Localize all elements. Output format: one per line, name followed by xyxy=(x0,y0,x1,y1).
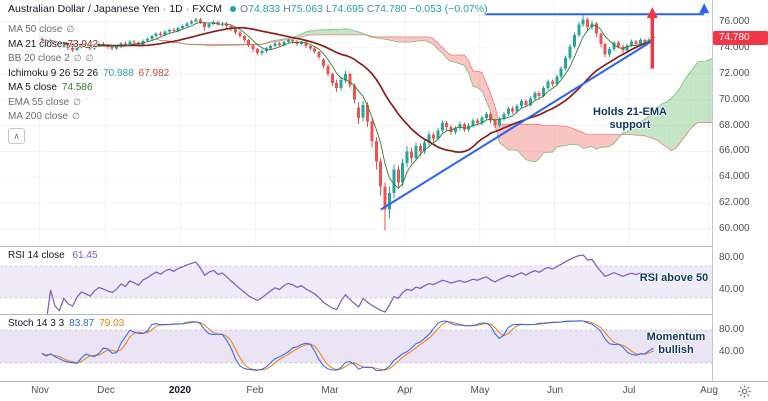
indicator-value: 67.982 xyxy=(138,67,170,79)
ohlc-field-value: 74.695 xyxy=(331,3,364,15)
price-tick-label: 62.000 xyxy=(719,197,750,208)
time-tick-label: 2020 xyxy=(168,385,192,396)
eye-off-icon[interactable]: ∅ xyxy=(72,111,80,121)
time-tick-label: Jun xyxy=(546,385,564,396)
indicator-row[interactable]: MA 50 close ∅ xyxy=(8,24,169,39)
stoch-tick-label: 80.00 xyxy=(719,324,745,335)
rsi-legend[interactable]: RSI 14 close 61.45 xyxy=(8,250,98,261)
indicator-label: MA 200 close xyxy=(8,111,69,122)
price-tick-label: 70.000 xyxy=(719,94,750,105)
change-value: −0.053 (−0.07%) xyxy=(409,3,488,15)
symbol-title[interactable]: Australian Dollar / Japanese Yen xyxy=(8,3,160,15)
eye-off-icon[interactable]: ∅ xyxy=(73,96,81,107)
indicator-label: MA 50 close xyxy=(8,24,63,35)
exchange-label[interactable]: FXCM xyxy=(192,3,222,15)
ohlc-field-value: 75.063 xyxy=(290,3,323,15)
price-tick-label: 66.000 xyxy=(719,145,750,156)
indicator-row[interactable]: MA 200 close ∅ xyxy=(8,111,169,126)
price-tick-label: 60.000 xyxy=(719,223,750,234)
stoch-tick-label: 40.00 xyxy=(719,346,745,357)
chart-legend-header: Australian Dollar / Japanese Yen · 1D · FXCM… xyxy=(8,3,488,15)
rsi-tick-label: 80.00 xyxy=(719,252,745,263)
stoch-value: 83.87 xyxy=(69,318,95,329)
annotation-holds-21ema-support[interactable]: Holds 21-EMA support xyxy=(593,106,667,131)
pane-separator[interactable] xyxy=(0,314,768,315)
price-tick-label: 72.000 xyxy=(719,68,750,79)
last-price-label: 74.780 xyxy=(713,31,768,45)
rsi-pane[interactable] xyxy=(0,247,713,315)
price-tick-label: 68.000 xyxy=(719,120,750,131)
ohlc-field-value: 74.833 xyxy=(248,3,281,15)
main-price-pane[interactable] xyxy=(0,0,713,247)
eye-off-icon[interactable]: ∅ xyxy=(85,53,94,63)
indicator-row[interactable]: BB 20 close 2 ∅ ∅ xyxy=(8,53,169,68)
stoch-legend[interactable]: Stoch 14 3 3 83.87 79.03 xyxy=(8,318,125,329)
timeframe-label[interactable]: 1D xyxy=(169,3,183,15)
collapse-legend-button[interactable]: ∧ xyxy=(8,128,25,144)
eye-off-icon[interactable]: ∅ xyxy=(73,53,82,63)
time-axis-separator xyxy=(0,381,768,382)
indicator-value: 74.586 xyxy=(61,82,93,93)
indicator-row[interactable]: MA 21 close 73.942 xyxy=(8,39,169,54)
indicator-value: 70.988 xyxy=(103,67,134,79)
pane-separator[interactable] xyxy=(0,246,768,247)
indicator-value: 73.942 xyxy=(67,38,99,50)
series-dot-icon xyxy=(229,6,236,12)
price-tick-label: 64.000 xyxy=(719,171,750,182)
indicator-row[interactable]: Ichimoku 9 26 52 26 70.988 67.982 xyxy=(8,68,169,83)
time-tick-label: Feb xyxy=(246,385,264,396)
time-tick-label: Jul xyxy=(622,385,636,396)
indicator-row[interactable]: MA 5 close 74.586 xyxy=(8,82,169,97)
time-tick-label: Nov xyxy=(31,385,49,396)
indicator-label: MA 21 close xyxy=(8,38,63,50)
annotation-momentum-bullish[interactable]: Momentum bullish xyxy=(646,331,706,356)
time-tick-label: May xyxy=(470,385,490,396)
price-tick-label: 74.000 xyxy=(719,42,750,53)
ohlc-field-label: H xyxy=(283,3,291,15)
annotation-rsi-above-50[interactable]: RSI above 50 xyxy=(639,272,709,284)
ohlc-field-label: C xyxy=(366,3,375,15)
time-axis[interactable]: Nov Dec 2020 Feb Mar Apr May Jun Jul Aug xyxy=(0,382,768,401)
rsi-value: 61.45 xyxy=(72,250,98,261)
rsi-tick-label: 40.00 xyxy=(719,284,745,295)
price-axis[interactable]: 74.780 76.000 74.000 72.000 70.000 68.000 66.… xyxy=(713,0,768,381)
eye-off-icon[interactable]: ∅ xyxy=(66,24,75,34)
time-tick-label: Dec xyxy=(97,385,115,396)
chart-settings-button[interactable] xyxy=(737,384,753,400)
ohlc-values: O74.833 H75.063 L74.695 C74.780 −0.053 (… xyxy=(240,3,488,15)
indicator-label: Ichimoku 9 26 52 26 xyxy=(8,67,99,79)
chevron-up-icon: ∧ xyxy=(13,131,20,141)
gear-icon xyxy=(738,385,751,398)
stoch-value: 79.03 xyxy=(99,318,125,329)
indicator-label: EMA 55 close xyxy=(8,96,70,108)
ohlc-field-label: O xyxy=(239,3,249,15)
price-tick-label: 76.000 xyxy=(719,16,750,27)
ohlc-field-value: 74.780 xyxy=(374,3,407,15)
indicator-label: MA 5 close xyxy=(8,82,57,93)
indicator-row[interactable]: EMA 55 close ∅ xyxy=(8,97,169,112)
time-tick-label: Mar xyxy=(321,385,339,396)
indicator-label: BB 20 close 2 xyxy=(8,53,70,64)
indicator-legend: MA 50 close ∅ MA 21 close 73.942 BB 20 close… xyxy=(8,24,169,126)
stochastic-pane[interactable] xyxy=(0,315,713,381)
time-tick-label: Aug xyxy=(700,385,718,396)
price-axis-border xyxy=(712,0,713,381)
time-tick-label: Apr xyxy=(397,385,413,396)
ohlc-field-label: L xyxy=(325,3,332,15)
